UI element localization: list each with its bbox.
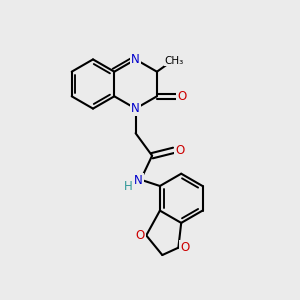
Text: H: H (124, 180, 133, 193)
Text: N: N (134, 174, 143, 188)
Text: O: O (177, 90, 186, 103)
Text: O: O (180, 241, 190, 254)
Text: N: N (131, 53, 140, 66)
Text: O: O (136, 229, 145, 242)
Text: O: O (175, 144, 184, 157)
Text: N: N (131, 102, 140, 115)
Text: CH₃: CH₃ (165, 56, 184, 66)
